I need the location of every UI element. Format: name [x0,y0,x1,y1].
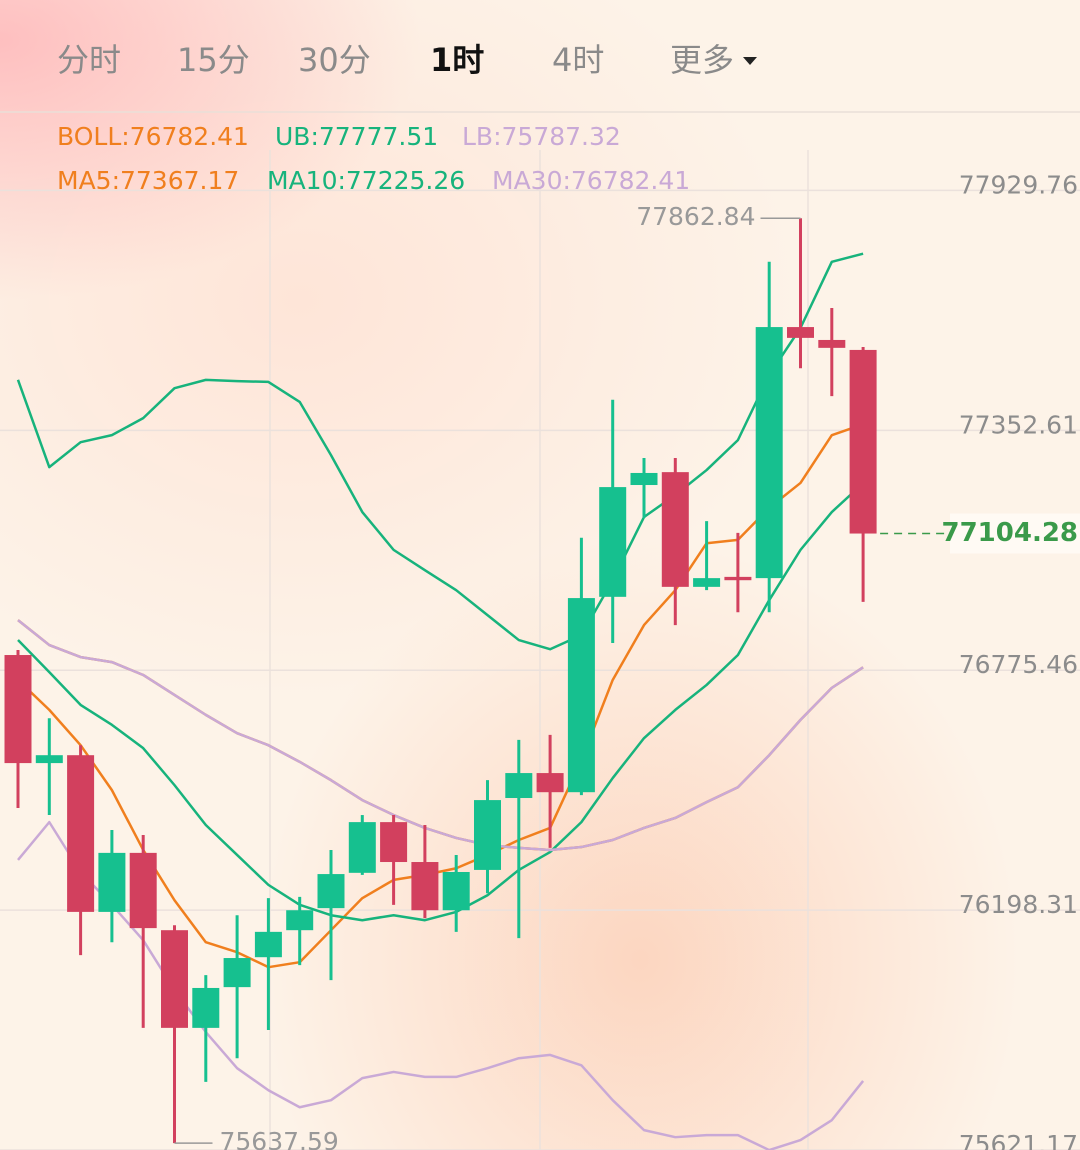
indicator-line [17,482,864,922]
legend-entry: MA5:77367.17 [57,166,239,195]
candle-body [67,755,95,912]
candle-body [567,598,595,793]
candle-body [192,987,220,1028]
tab[interactable]: 1时 [430,41,484,79]
tab[interactable]: 更多 [670,41,734,79]
tab[interactable]: 分时 [57,41,121,79]
candle-body [536,773,564,793]
y-tick-label: 76775.46 [959,650,1078,679]
last-price-label: 77104.28 [941,518,1078,548]
candle-body [4,655,32,764]
candle-body [286,910,314,931]
candle-body [161,930,188,1028]
last-price-box [950,513,1080,554]
legend-entry: MA10:77225.26 [267,166,465,195]
candle-body [98,852,126,912]
indicator-line [17,820,865,1150]
candle-body [630,472,658,486]
indicator-line [16,252,864,651]
candle-body [818,339,846,348]
candle-body [787,327,814,338]
candle-body [380,822,408,863]
legend-entry: BOLL:76782.41 [57,122,249,151]
y-tick-label: 77352.61 [959,410,1078,439]
candle-body [474,800,501,870]
high-label: 77862.84 [636,202,755,231]
candle-body [724,576,752,581]
indicator-line [17,619,864,852]
y-tick-label: 76198.31 [959,890,1078,919]
candle-body [755,327,783,579]
candle-body [129,852,157,929]
y-tick-label: 77929.76 [959,170,1078,199]
y-tick-label: 75621.17 [959,1130,1078,1150]
candle-body [505,773,533,799]
candle-body [348,822,376,873]
dropdown-arrow[interactable] [743,57,757,65]
candle-body [693,578,721,587]
candle-body [442,871,470,911]
candle-body [661,472,689,587]
candle-body [317,874,345,909]
candle-body [223,958,251,988]
candle-body [411,862,439,911]
legend-entry: LB:75787.32 [462,122,621,151]
tab[interactable]: 4时 [552,41,604,79]
candle-body [599,487,627,597]
candle-body [35,755,63,764]
indicator-line [17,423,864,969]
legend-entry: UB:77777.51 [275,122,438,151]
tab[interactable]: 15分 [177,41,250,79]
legend-entry: MA30:76782.41 [492,166,690,195]
low-label: 75637.59 [220,1127,339,1150]
tab[interactable]: 30分 [298,41,371,79]
indicator-line [17,619,864,852]
candle-body [849,349,877,534]
candle-body [254,931,282,958]
